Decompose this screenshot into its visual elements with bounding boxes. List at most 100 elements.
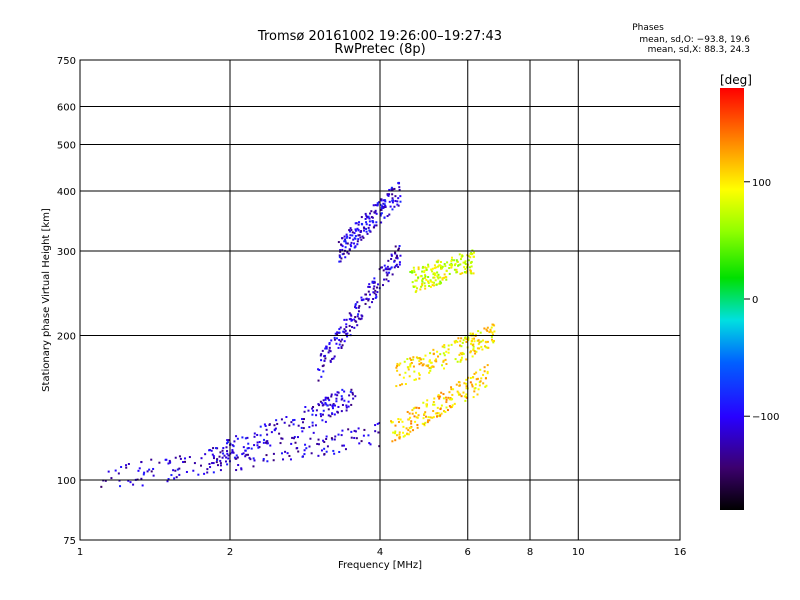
- data-point: [409, 426, 412, 429]
- data-point: [478, 341, 481, 344]
- data-point: [453, 402, 456, 405]
- data-point: [245, 453, 248, 456]
- data-point: [473, 350, 476, 353]
- data-point: [491, 338, 494, 341]
- data-point: [321, 365, 324, 368]
- data-point: [413, 270, 416, 273]
- data-point: [415, 289, 418, 292]
- data-point: [418, 360, 421, 363]
- data-point: [409, 430, 412, 433]
- data-point: [342, 444, 345, 447]
- data-point: [402, 431, 405, 434]
- data-point: [349, 243, 352, 246]
- data-point: [345, 406, 348, 409]
- data-point: [475, 350, 478, 353]
- data-point: [376, 286, 379, 289]
- data-point: [302, 427, 305, 430]
- data-point: [289, 458, 292, 461]
- data-point: [117, 472, 120, 475]
- data-point: [335, 342, 338, 345]
- data-point: [440, 391, 443, 394]
- data-point: [419, 288, 422, 291]
- data-point: [436, 274, 439, 277]
- data-point: [463, 382, 466, 385]
- data-point: [462, 352, 465, 355]
- data-point: [350, 241, 353, 244]
- data-point: [342, 252, 345, 255]
- data-point: [427, 275, 430, 278]
- data-point: [398, 436, 401, 439]
- data-point: [465, 340, 468, 343]
- data-point: [368, 306, 371, 309]
- data-point: [453, 268, 456, 271]
- data-point: [401, 383, 404, 386]
- data-point: [350, 436, 353, 439]
- data-point: [457, 264, 460, 267]
- data-point: [460, 345, 463, 348]
- data-point: [457, 391, 460, 394]
- data-point: [340, 395, 343, 398]
- data-point: [399, 195, 402, 198]
- data-point: [473, 337, 476, 340]
- data-point: [467, 338, 470, 341]
- data-point: [363, 428, 366, 431]
- data-point: [348, 394, 351, 397]
- data-point: [444, 410, 447, 413]
- data-point: [216, 464, 219, 467]
- data-point: [270, 431, 273, 434]
- data-point: [439, 353, 442, 356]
- data-point: [448, 272, 451, 275]
- data-point: [351, 393, 354, 396]
- data-point: [132, 483, 135, 486]
- data-point: [431, 281, 434, 284]
- data-point: [292, 419, 295, 422]
- data-point: [488, 331, 491, 334]
- data-point: [373, 285, 376, 288]
- data-point: [317, 379, 320, 382]
- data-point: [357, 313, 360, 316]
- data-point: [395, 366, 398, 369]
- data-point: [473, 390, 476, 393]
- data-point: [433, 397, 436, 400]
- data-point: [110, 477, 113, 480]
- data-point: [348, 236, 351, 239]
- data-point: [399, 362, 402, 365]
- data-point: [427, 265, 430, 268]
- data-point: [429, 416, 432, 419]
- data-point: [348, 324, 351, 327]
- data-point: [421, 280, 424, 283]
- data-point: [430, 268, 433, 271]
- data-point: [382, 269, 385, 272]
- data-point: [460, 395, 463, 398]
- data-point: [412, 358, 415, 361]
- data-point: [436, 412, 439, 415]
- data-point: [176, 468, 179, 471]
- data-point: [474, 333, 477, 336]
- data-point: [355, 307, 358, 310]
- data-point: [444, 275, 447, 278]
- data-point: [456, 260, 459, 263]
- data-point: [459, 272, 462, 275]
- data-point: [392, 431, 395, 434]
- data-point: [379, 214, 382, 217]
- data-point: [335, 400, 338, 403]
- data-point: [470, 340, 473, 343]
- data-point: [420, 285, 423, 288]
- data-point: [469, 256, 472, 259]
- data-point: [359, 231, 362, 234]
- data-point: [253, 432, 256, 435]
- data-point: [262, 441, 265, 444]
- data-point: [418, 372, 421, 375]
- data-point: [320, 415, 323, 418]
- data-point: [445, 269, 448, 272]
- data-point: [253, 444, 256, 447]
- data-point: [431, 267, 434, 270]
- data-point: [477, 339, 480, 342]
- data-point: [413, 269, 416, 272]
- data-point: [471, 249, 474, 252]
- data-point: [179, 457, 182, 460]
- data-point: [455, 268, 458, 271]
- data-point: [315, 409, 318, 412]
- data-point: [442, 393, 445, 396]
- data-point: [428, 284, 431, 287]
